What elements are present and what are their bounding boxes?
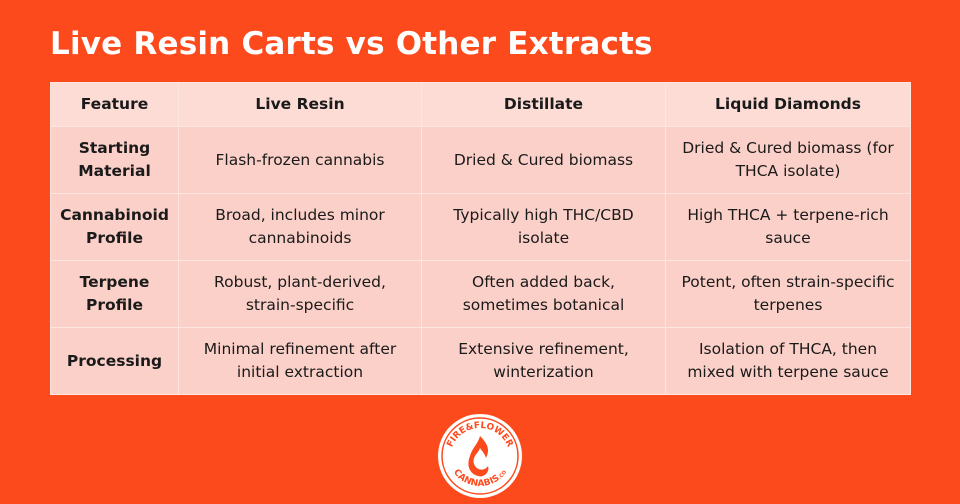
header-cell: Feature [50,82,179,127]
cell: Minimal refinement after initial extract… [178,327,422,395]
comparison-table: Feature Live Resin Distillate Liquid Diamon… [50,82,911,395]
cell: Flash-frozen cannabis [178,126,422,194]
logo-flame [468,436,489,477]
table-row: Terpene Profile Robust, plant-derived, st… [50,260,911,328]
cell: Typically high THC/CBD isolate [421,193,666,261]
cell: Potent, often strain-specific terpenes [665,260,911,328]
cell: High THCA + terpene-rich sauce [665,193,911,261]
table-row: Starting Material Flash-frozen cannabis Dr… [50,126,911,194]
logo-suffix: .CO [497,470,508,481]
cell: Isolation of THCA, then mixed with terpe… [665,327,911,395]
cell: Often added back, sometimes botanical [421,260,666,328]
cell: Dried & Cured biomass [421,126,666,194]
cell: Robust, plant-derived, strain-specific [178,260,422,328]
table-body: Starting Material Flash-frozen cannabis Dr… [50,126,911,395]
logo-circle [438,414,522,498]
feature-cell: Cannabinoid Profile [50,193,179,261]
cell: Broad, includes minor cannabinoids [178,193,422,261]
header-cell: Live Resin [178,82,422,127]
cell: Extensive refinement, winterization [421,327,666,395]
logo-ring [441,417,519,495]
table-row: Processing Minimal refinement after initi… [50,327,911,395]
title: Live Resin Carts vs Other Extracts [50,26,653,62]
header-cell: Distillate [421,82,666,127]
header-row: Feature Live Resin Distillate Liquid Diamon… [50,82,911,127]
feature-cell: Starting Material [50,126,179,194]
logo: FIRE&FLOWER CANNABIS.CO [438,414,522,498]
feature-cell: Terpene Profile [50,260,179,328]
cell: Dried & Cured biomass (for THCA isolate) [665,126,911,194]
table-row: Cannabinoid Profile Broad, includes minor… [50,193,911,261]
header-cell: Liquid Diamonds [665,82,911,127]
feature-cell: Processing [50,327,179,395]
